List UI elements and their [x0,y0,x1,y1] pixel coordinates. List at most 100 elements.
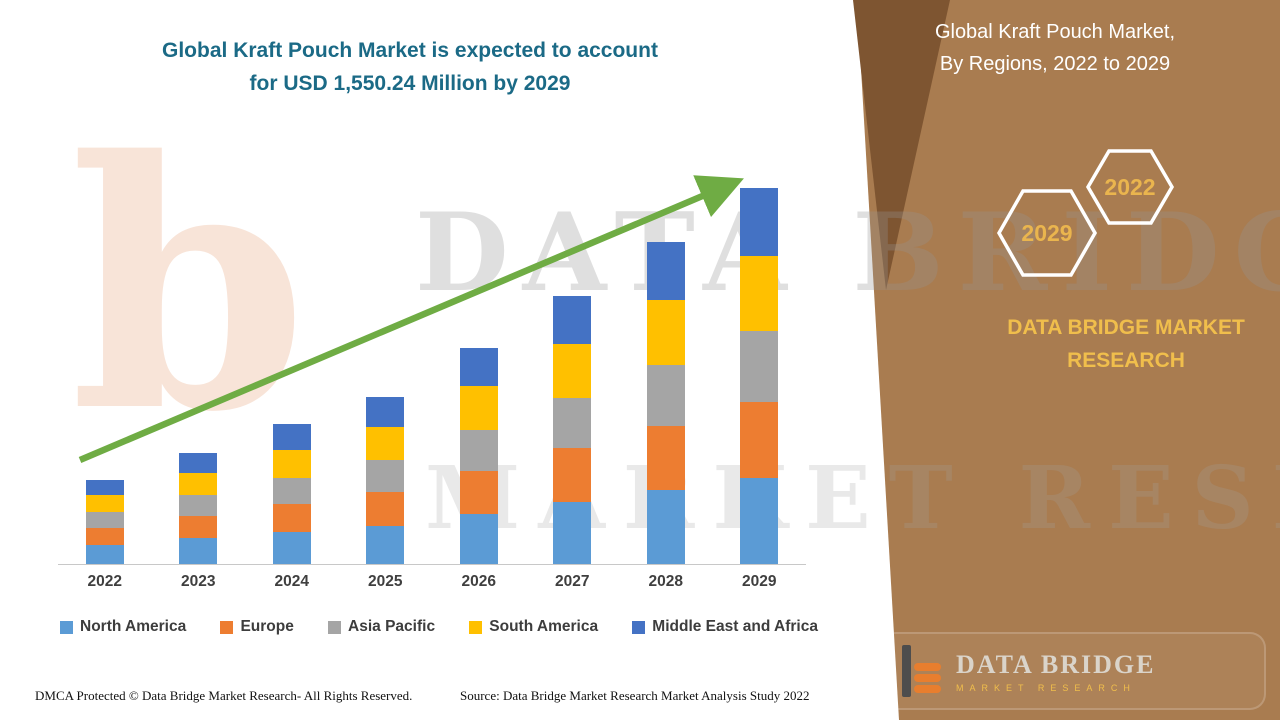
bar-segment [646,300,685,365]
chart-legend: North America Europe Asia Pacific South Ame… [60,618,818,636]
bar-column [526,295,620,564]
bar-segment [179,472,218,495]
bar-stack-2025 [366,396,405,564]
x-axis-label: 2024 [274,573,309,590]
bar-segment [740,330,779,403]
plot-columns [58,160,806,565]
bar-segment [553,448,592,503]
chart-title-line2: for USD 1,550.24 Million by 2029 [249,71,571,95]
bar-segment [366,396,405,427]
chart-title-line1: Global Kraft Pouch Market is expected to… [162,39,658,62]
bar-segment [459,347,498,387]
legend-item: North America [60,618,186,636]
bar-column [58,480,152,564]
legend-label: Asia Pacific [348,618,436,635]
bar-segment [459,514,498,564]
bar-segment [459,386,498,430]
x-axis-label: 2027 [555,573,590,590]
bar-segment [179,538,218,564]
bar-column [713,188,807,564]
bar-column [245,424,339,564]
right-panel-title-line1: Global Kraft Pouch Market, [934,21,1176,43]
footer-logo: DATA BRIDGE MARKET RESEARCH [880,632,1266,710]
badge-2029-label: 2029 [1021,220,1072,246]
brand-name-line1: DATA BRIDGE MARKET [1007,316,1245,339]
bar-segment [366,460,405,492]
logo-text-block: DATA BRIDGE MARKET RESEARCH [956,650,1155,693]
legend-item: Asia Pacific [328,618,435,636]
bar-segment [553,502,592,564]
bar-segment [272,477,311,505]
x-axis-label: 2028 [648,573,683,590]
legend-swatch [328,620,342,634]
bar-segment [459,429,498,471]
bar-segment [740,188,779,256]
legend-label: Europe [240,618,294,635]
legend-label: South America [489,618,599,635]
bar-segment [179,516,218,539]
year-badges: 2029 2022 [996,149,1175,277]
right-panel-title: Global Kraft Pouch Market, By Regions, 2… [880,16,1230,80]
bar-segment [366,426,405,461]
bar-stack-2024 [272,424,311,564]
data-bridge-b-icon [902,645,941,697]
bar-segment [553,343,592,398]
bar-segment [272,504,311,532]
bar-segment [179,452,218,473]
bar-stack-2022 [85,480,124,564]
source-note: Source: Data Bridge Market Research Mark… [460,688,810,703]
bar-segment [179,494,218,517]
bar-segment [553,295,592,344]
bar-stack-2023 [179,452,218,564]
legend-swatch [60,620,73,634]
brand-name-line2: RESEARCH [1067,348,1185,372]
x-axis-label: 2026 [461,573,496,590]
bar-column [152,452,246,564]
bar-segment [85,544,124,564]
legend-item: Middle East and Africa [632,618,818,636]
x-axis-label: 2025 [368,573,403,590]
right-panel-title-line2: By Regions, 2022 to 2029 [939,53,1171,75]
bar-column [619,242,713,564]
bar-stack-2027 [553,295,592,564]
bar-segment [85,480,124,496]
bar-segment [85,528,124,545]
chart-title: Global Kraft Pouch Market is expected to… [60,35,760,100]
bar-segment [366,525,405,564]
bar-segment [272,424,311,450]
legend-swatch [632,620,646,634]
bar-segment [85,512,124,529]
bar-segment [85,495,124,513]
logo-wordmark: DATA BRIDGE [956,649,1156,679]
bar-stack-2026 [459,347,498,564]
brand-name: DATA BRIDGE MARKET RESEARCH [960,312,1280,377]
badge-2022-label: 2022 [1104,174,1155,200]
bar-segment [646,425,685,491]
bar-column [432,347,526,564]
bar-stack-2028 [646,242,685,564]
bar-column [339,396,433,564]
hexagon-badge-2029 [996,189,1098,277]
bar-stack-2029 [740,188,779,564]
x-axis-labels: 2022 2023 2024 2025 2026 2027 2028 2029 [58,573,806,591]
bar-segment [272,532,311,564]
bar-segment [366,492,405,526]
x-axis-label: 2029 [742,573,777,590]
x-axis-label: 2023 [181,573,216,590]
bar-segment [740,255,779,331]
bar-segment [740,477,779,564]
bar-segment [459,470,498,515]
legend-item: South America [469,618,598,636]
bar-segment [646,490,685,564]
bar-segment [553,397,592,449]
bar-segment [272,449,311,478]
legend-swatch [469,620,483,634]
logo-tagline: MARKET RESEARCH [956,682,1136,693]
hexagon-badge-2022 [1085,149,1175,225]
legend-label: North America [80,618,187,635]
legend-label: Middle East and Africa [652,618,818,635]
legend-item: Europe [220,618,294,636]
legend-swatch [220,620,234,634]
